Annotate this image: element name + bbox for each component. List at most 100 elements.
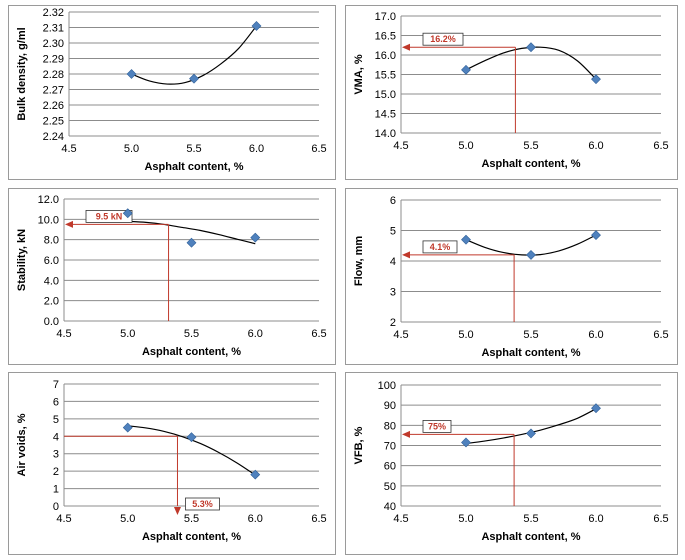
data-point (526, 249, 536, 260)
y-axis-title: VMA, % (353, 54, 365, 95)
x-tick-label: 4.5 (61, 143, 76, 155)
x-tick-label: 5.5 (523, 329, 538, 341)
data-point (250, 232, 261, 243)
x-tick-label: 6.5 (653, 140, 668, 152)
chart-svg: 2.24 2.25 2.26 2.27 2.28 2.29 2.30 2.31 2.32 4.5 5… (16, 7, 327, 173)
y-tick-label: 12.0 (38, 194, 59, 206)
y-tick-label: 60 (384, 461, 396, 473)
data-point (122, 422, 133, 433)
x-tick-label: 6.5 (311, 513, 326, 525)
y-tick-label: 14.0 (375, 128, 396, 140)
x-tick-label: 5.0 (458, 140, 473, 152)
y-axis-title: Bulk density, g/ml (16, 27, 28, 120)
data-point (126, 69, 137, 79)
y-tick-label: 2.25 (43, 116, 64, 128)
y-tick-label: 1 (53, 484, 59, 496)
data-point (122, 208, 133, 219)
y-tick-label: 4.0 (44, 275, 59, 287)
y-tick-label: 70 (384, 441, 396, 453)
x-tick-label: 5.5 (184, 328, 199, 340)
y-tick-label: 90 (384, 400, 396, 412)
trend-line (127, 220, 256, 245)
y-tick-label: 3 (390, 287, 396, 299)
callout-label: 16.2% (430, 34, 456, 44)
y-tick-label: 14.5 (375, 109, 396, 121)
x-tick-label: 5.0 (458, 513, 473, 525)
y-axis-title: VFB, % (353, 426, 365, 464)
y-tick-label: 40 (384, 501, 396, 513)
y-tick-label: 7 (53, 379, 59, 391)
y-tick-label: 4 (390, 256, 396, 268)
x-tick-label: 6.5 (311, 328, 326, 340)
data-point (186, 237, 197, 248)
y-tick-label: 6.0 (44, 255, 59, 267)
chart-stability: 0.0 2.0 4.0 6.0 8.0 10.0 12.0 4.5 5.0 5.5 6.0 6.5 As… (8, 188, 336, 365)
x-tick-label: 6.0 (588, 329, 603, 341)
x-tick-label: 4.5 (56, 328, 71, 340)
callout-annotation: 5.3% (64, 435, 220, 515)
callout-box (422, 32, 464, 46)
callout-annotation: 4.1% (402, 240, 515, 322)
chart-svg: 40 50 60 70 80 90 100 4.5 5.0 5.5 6.0 6.5 Asphalt co… (353, 380, 669, 543)
y-tick-label: 80 (384, 420, 396, 432)
callout-annotation: 9.5 kN (65, 210, 170, 321)
callout-annotation: 16.2% (402, 32, 516, 133)
x-axis-title: Asphalt content, % (481, 531, 580, 543)
data-point (526, 428, 536, 439)
y-tick-label: 2.31 (43, 23, 64, 35)
chart-svg: 14.0 14.5 15.0 15.5 16.0 16.5 17.0 4.5 5.0 5.5 6.0… (353, 11, 669, 170)
x-tick-label: 6.5 (311, 143, 326, 155)
y-tick-label: 2.32 (43, 7, 64, 19)
y-tick-label: 2.26 (43, 100, 64, 112)
chart-svg: 0.0 2.0 4.0 6.0 8.0 10.0 12.0 4.5 5.0 5.5 6.0 6.5 As… (16, 194, 327, 358)
arrow-down-icon (173, 507, 181, 515)
x-axis-title: Asphalt content, % (481, 158, 580, 170)
callout-box (422, 240, 458, 254)
chart-svg: 2 3 4 5 6 4.5 5.0 5.5 6.0 6.5 Asphalt content, % Fl… (353, 195, 669, 359)
x-tick-label: 5.0 (124, 143, 139, 155)
y-tick-label: 16.0 (375, 50, 396, 62)
y-tick-label: 10.0 (38, 214, 59, 226)
callout-label: 4.1% (430, 242, 451, 252)
arrow-left-icon (402, 251, 410, 259)
x-tick-label: 6.0 (249, 143, 264, 155)
data-point (526, 42, 536, 53)
chart-bulk-density: 2.24 2.25 2.26 2.27 2.28 2.29 2.30 2.31 2.32 4.5 5… (8, 5, 336, 180)
data-point (186, 432, 197, 443)
y-tick-label: 17.0 (375, 11, 396, 23)
y-tick-label: 15.0 (375, 89, 396, 101)
x-axis-title: Asphalt content, % (142, 346, 241, 358)
chart-vma: 14.0 14.5 15.0 15.5 16.0 16.5 17.0 4.5 5.0 5.5 6.0… (345, 5, 678, 180)
x-axis-title: Asphalt content, % (481, 347, 580, 359)
x-tick-label: 4.5 (393, 329, 408, 341)
data-point (250, 469, 261, 480)
chart-flow: 2 3 4 5 6 4.5 5.0 5.5 6.0 6.5 Asphalt content, % Fl… (345, 188, 678, 365)
data-point (461, 234, 471, 245)
y-tick-label: 2 (53, 466, 59, 478)
y-tick-label: 8.0 (44, 235, 59, 247)
x-tick-label: 5.5 (523, 513, 538, 525)
y-tick-label: 6 (390, 195, 396, 207)
y-axis-title: Air voids, % (16, 413, 28, 476)
callout-box (85, 210, 133, 223)
chart-svg: 0 1 2 3 4 5 6 7 4.5 5.0 5.5 6.0 6.5 Asphalt content, … (16, 379, 327, 543)
y-tick-label: 5 (53, 414, 59, 426)
y-tick-label: 2.29 (43, 54, 64, 66)
y-tick-label: 16.5 (375, 31, 396, 43)
data-point (251, 21, 262, 31)
arrow-left-icon (65, 220, 73, 228)
chart-vfb: 40 50 60 70 80 90 100 4.5 5.0 5.5 6.0 6.5 Asphalt co… (345, 372, 678, 555)
y-axis-title: Flow, mm (353, 236, 365, 287)
data-point (189, 73, 199, 84)
x-tick-label: 6.5 (653, 513, 668, 525)
data-point (591, 74, 601, 85)
x-tick-label: 6.0 (248, 513, 263, 525)
chart-air-voids: 0 1 2 3 4 5 6 7 4.5 5.0 5.5 6.0 6.5 Asphalt content, … (8, 372, 336, 555)
x-tick-label: 6.0 (588, 140, 603, 152)
callout-annotation: 75% (402, 420, 515, 506)
y-tick-label: 2.0 (44, 296, 59, 308)
y-tick-label: 6 (53, 396, 59, 408)
y-tick-label: 0 (53, 501, 59, 513)
y-tick-label: 5 (390, 226, 396, 238)
y-tick-label: 2.28 (43, 69, 64, 81)
